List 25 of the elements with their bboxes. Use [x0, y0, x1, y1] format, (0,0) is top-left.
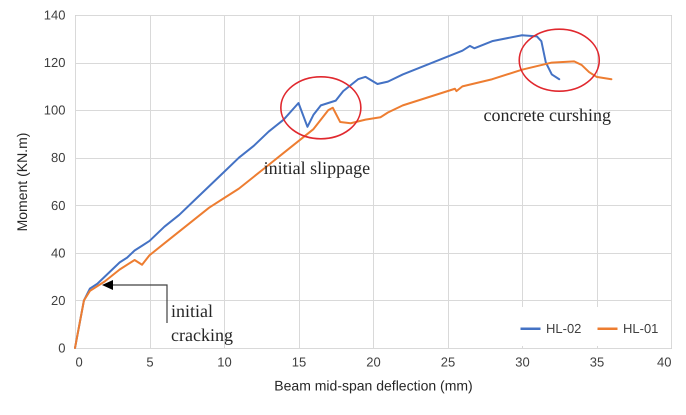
x-tick-label: 5: [146, 354, 154, 370]
y-tick-label: 100: [44, 102, 66, 118]
annotation: concrete curshing: [484, 105, 611, 126]
x-tick-label: 15: [292, 354, 306, 370]
legend-label: HL-02: [546, 320, 582, 336]
x-tick-label: 20: [366, 354, 381, 370]
y-tick-label: 60: [51, 198, 66, 213]
x-tick-label: 25: [440, 354, 456, 370]
y-tick-label: 80: [51, 150, 66, 166]
x-tick-label: 10: [217, 354, 232, 370]
legend-label: HL-01: [623, 320, 658, 336]
y-tick-label: 120: [44, 55, 66, 70]
annotation: initial cracking: [171, 301, 233, 345]
x-tick-label: 40: [657, 354, 672, 370]
y-tick-label: 0: [58, 340, 66, 356]
y-tick-label: 140: [44, 8, 66, 22]
x-tick-label: 30: [515, 354, 530, 370]
y-axis-title: Moment (KN.m): [14, 132, 30, 232]
x-tick-label: 35: [590, 354, 604, 370]
x-tick-label: 0: [76, 354, 83, 370]
annotation: initial slippage: [264, 158, 370, 178]
x-axis-title: Beam mid-span deflection (mm): [274, 378, 473, 394]
y-tick-label: 40: [51, 245, 66, 260]
y-tick-label: 20: [51, 292, 66, 308]
line-series: [74, 60, 612, 349]
